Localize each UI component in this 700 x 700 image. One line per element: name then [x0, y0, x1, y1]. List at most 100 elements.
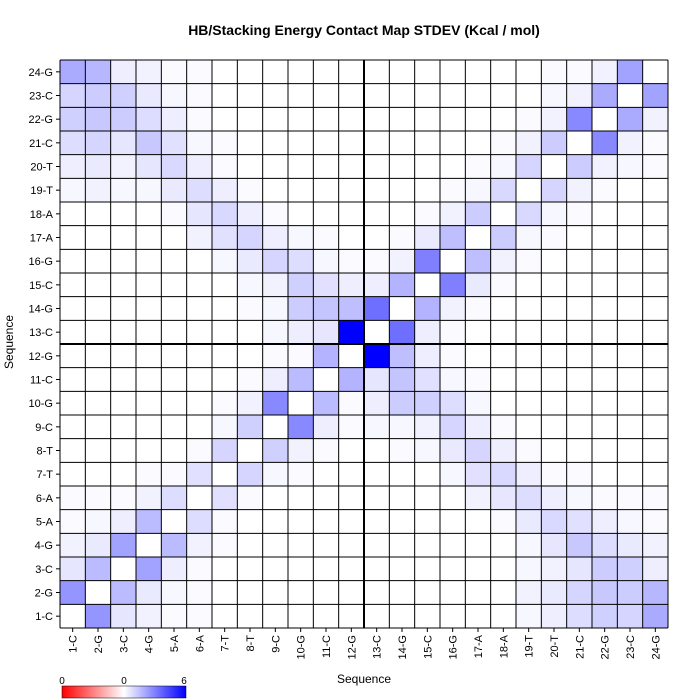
heatmap-cell [186, 367, 212, 392]
heatmap-cell [490, 557, 516, 581]
x-tick-label: 13-C [372, 635, 384, 659]
heatmap-cell [338, 367, 364, 392]
heatmap-cell [288, 249, 314, 273]
heatmap-cell [313, 83, 339, 108]
heatmap-cell [414, 367, 440, 392]
heatmap-cell [60, 486, 86, 510]
heatmap-cell [364, 178, 390, 202]
heatmap-cell [110, 533, 136, 557]
heatmap-cell [566, 580, 592, 605]
heatmap-cell [110, 367, 136, 392]
colorbar: 0 0 6 [59, 676, 187, 699]
heatmap-cell [364, 225, 390, 250]
heatmap-cell [541, 154, 567, 179]
y-tick-label: 17-A [30, 233, 54, 245]
heatmap-cell [212, 462, 238, 486]
heatmap-cell [85, 415, 111, 439]
heatmap-cell [592, 438, 618, 463]
heatmap-cell [186, 438, 212, 463]
heatmap-cell [110, 131, 136, 155]
heatmap-cell [262, 320, 288, 344]
heatmap-cell [642, 486, 668, 510]
heatmap-cell [642, 83, 668, 108]
heatmap-cell [186, 83, 212, 108]
heatmap-cell [338, 320, 364, 344]
heatmap-cell [313, 438, 339, 463]
heatmap-cell [262, 344, 288, 368]
heatmap-cell [85, 131, 111, 155]
heatmap-cell [592, 462, 618, 486]
heatmap-cell [440, 202, 466, 226]
heatmap-cell [389, 296, 415, 321]
heatmap-cell [136, 344, 162, 368]
x-tick-label: 2-G [93, 635, 105, 653]
heatmap-cell [85, 509, 111, 534]
heatmap-cell [389, 154, 415, 179]
heatmap-cell [592, 415, 618, 439]
heatmap-cell [516, 415, 542, 439]
heatmap-cell [237, 225, 263, 250]
heatmap-cell [237, 415, 263, 439]
heatmap-cell [288, 438, 314, 463]
heatmap-cell [516, 580, 542, 605]
heatmap-cell [186, 320, 212, 344]
heatmap-cell [60, 249, 86, 273]
heatmap-cell [465, 225, 491, 250]
heatmap-cell [414, 202, 440, 226]
heatmap-cells [60, 60, 668, 628]
heatmap-cell [414, 557, 440, 581]
heatmap-cell [262, 83, 288, 108]
y-tick-label: 8-T [37, 446, 54, 458]
heatmap-cell [186, 154, 212, 179]
y-tick-label: 14-G [29, 304, 53, 316]
heatmap-cell [313, 557, 339, 581]
heatmap-cell [338, 296, 364, 321]
heatmap-cell [212, 249, 238, 273]
heatmap-cell [516, 391, 542, 415]
heatmap-cell [338, 178, 364, 202]
heatmap-cell [161, 604, 187, 628]
heatmap-cell [262, 273, 288, 297]
heatmap-cell [516, 367, 542, 392]
x-tick-label: 15-C [422, 635, 434, 659]
heatmap-cell [617, 273, 643, 297]
heatmap-cell [389, 107, 415, 131]
heatmap-cell [617, 296, 643, 321]
heatmap-cell [566, 462, 592, 486]
heatmap-cell [642, 249, 668, 273]
heatmap-cell [237, 580, 263, 605]
heatmap-cell [60, 107, 86, 131]
heatmap-cell [60, 557, 86, 581]
heatmap-cell [262, 131, 288, 155]
heatmap-cell [642, 509, 668, 534]
heatmap-cell [541, 296, 567, 321]
heatmap-cell [262, 462, 288, 486]
heatmap-cell [389, 415, 415, 439]
heatmap-cell [110, 154, 136, 179]
heatmap-cell [364, 320, 390, 344]
heatmap-cell [592, 557, 618, 581]
heatmap-cell [642, 415, 668, 439]
heatmap-cell [490, 60, 516, 84]
heatmap-cell [389, 580, 415, 605]
heatmap-cell [566, 107, 592, 131]
heatmap-cell [212, 225, 238, 250]
heatmap-cell [288, 367, 314, 392]
heatmap-cell [642, 604, 668, 628]
heatmap-cell [262, 580, 288, 605]
heatmap-cell [212, 391, 238, 415]
heatmap-cell [364, 367, 390, 392]
heatmap-cell [338, 557, 364, 581]
heatmap-cell [617, 178, 643, 202]
heatmap-cell [490, 83, 516, 108]
heatmap-cell [541, 415, 567, 439]
heatmap-cell [617, 367, 643, 392]
heatmap-cell [389, 367, 415, 392]
heatmap-cell [364, 83, 390, 108]
heatmap-cell [110, 273, 136, 297]
heatmap-cell [617, 225, 643, 250]
heatmap-cell [414, 344, 440, 368]
heatmap-cell [85, 557, 111, 581]
heatmap-cell [465, 320, 491, 344]
heatmap-cell [541, 83, 567, 108]
